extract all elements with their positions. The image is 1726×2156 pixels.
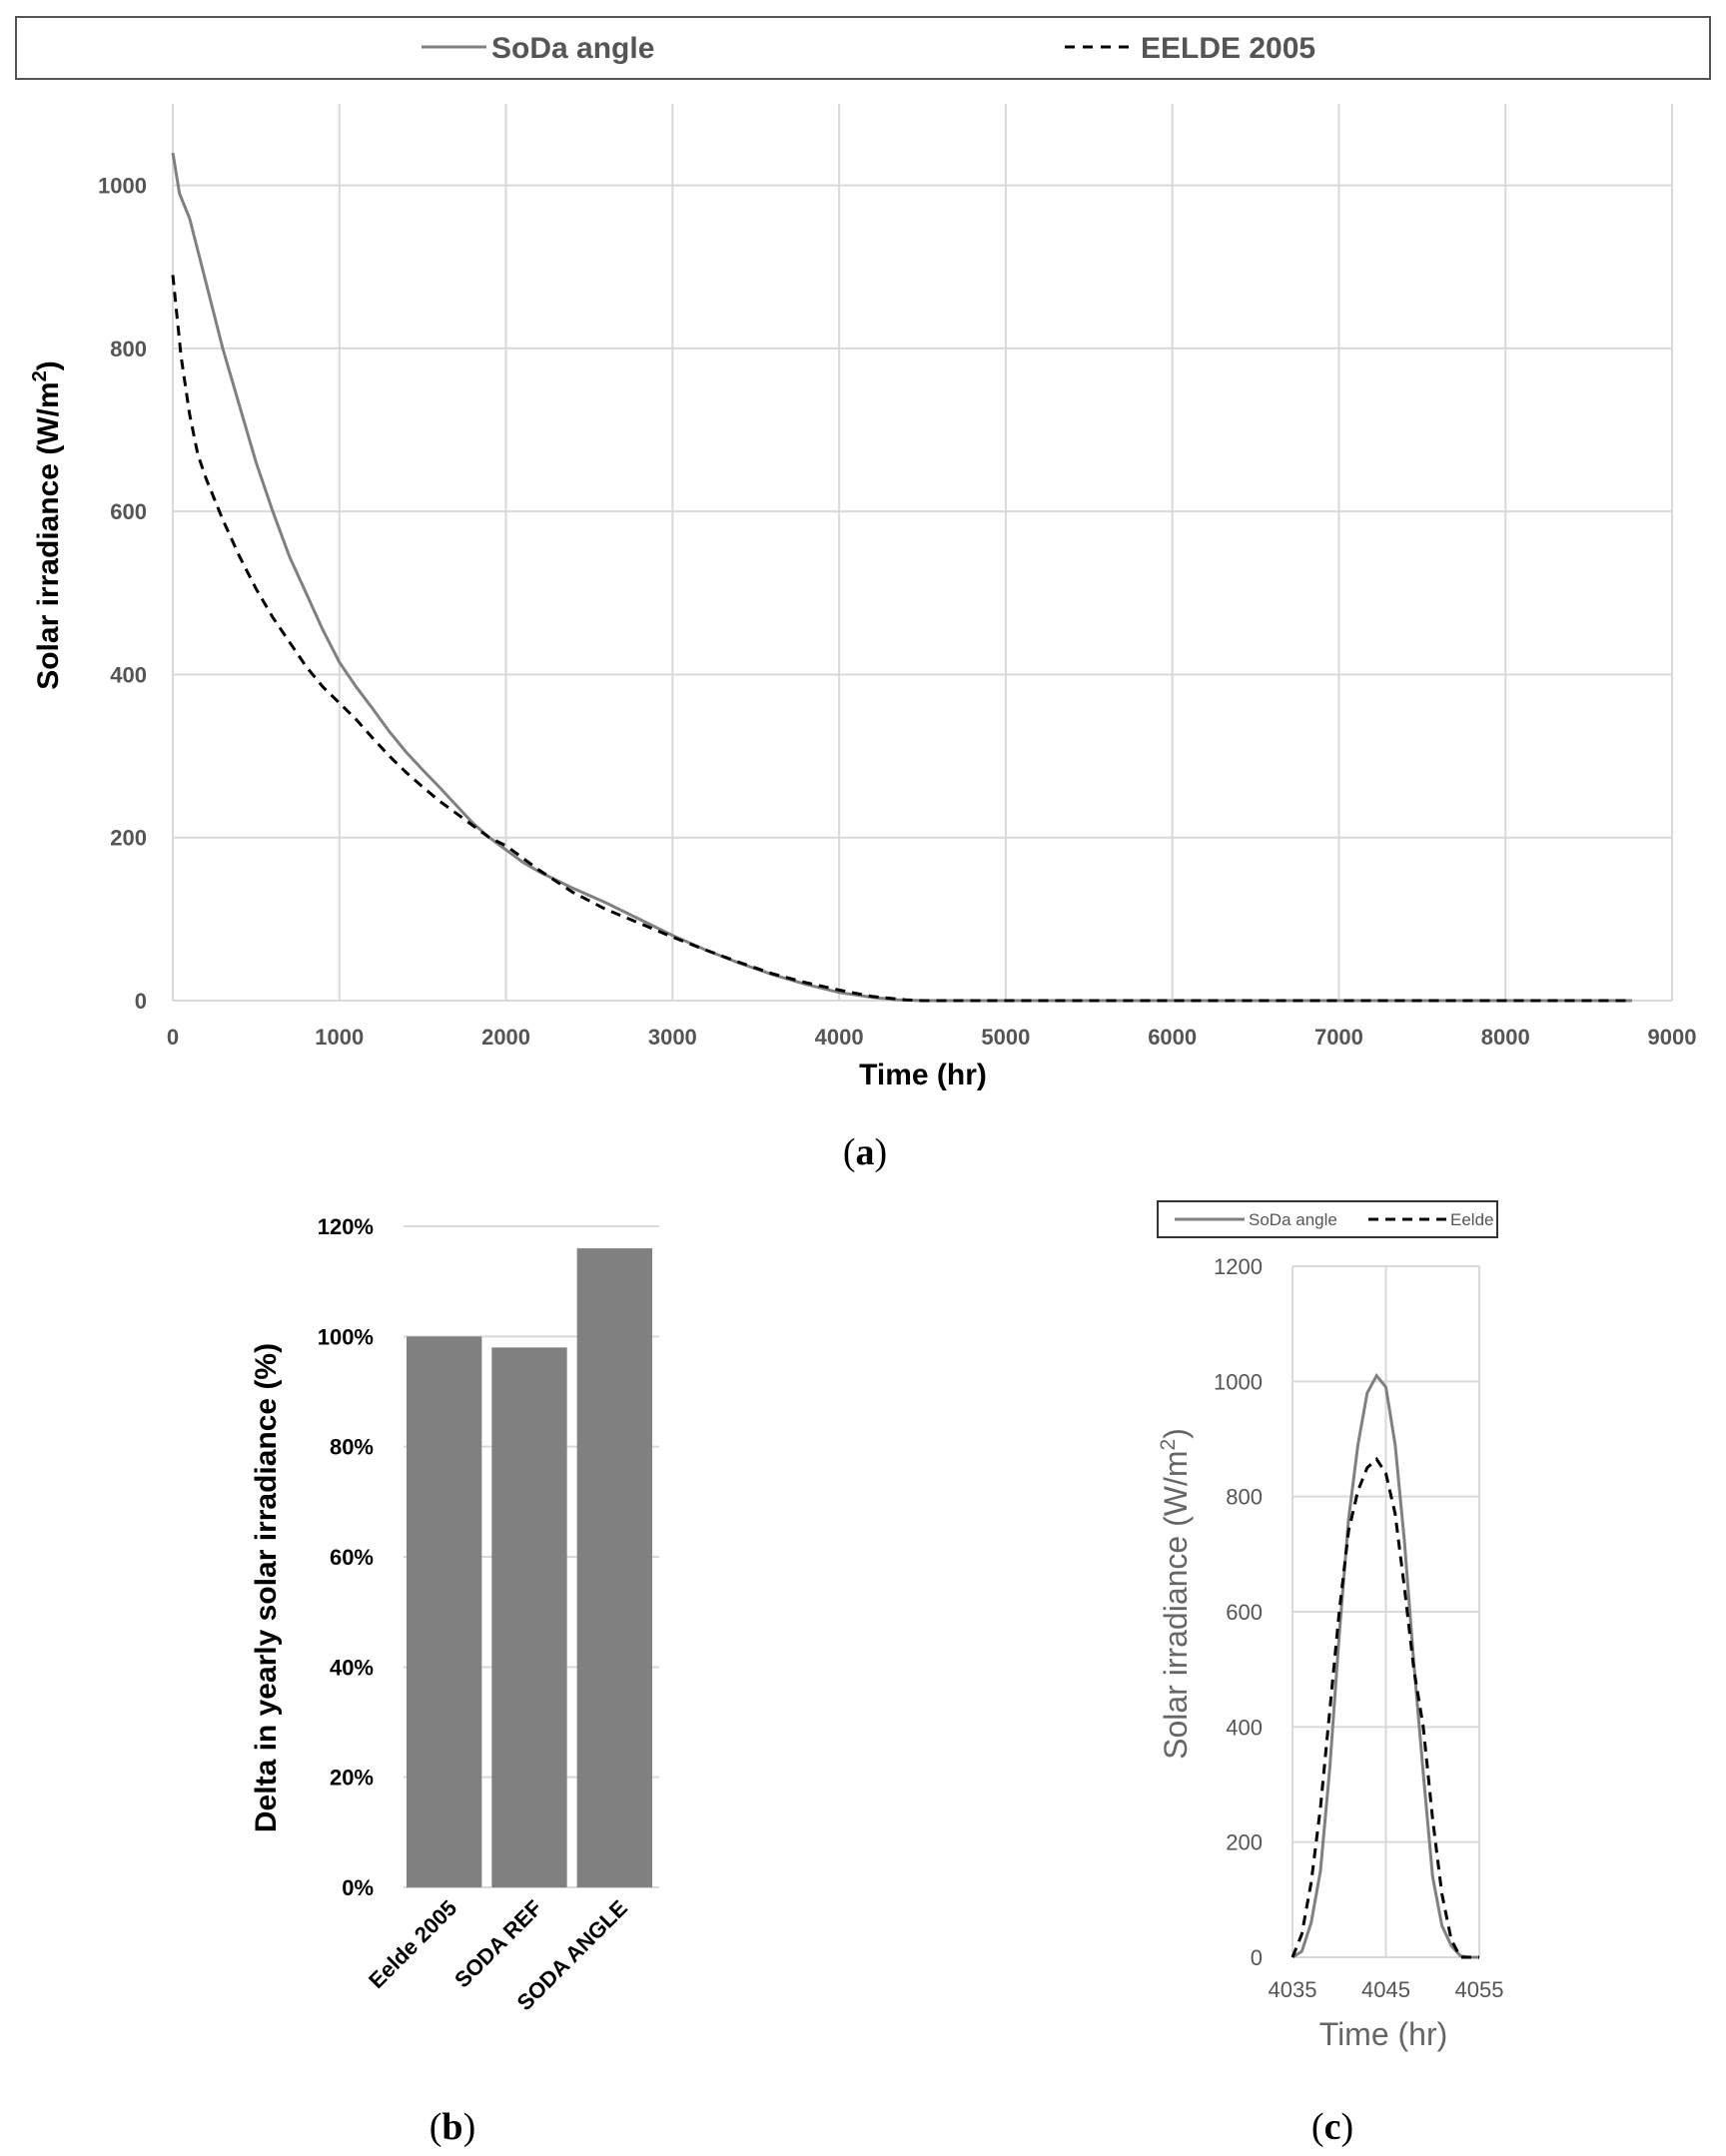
panel-a-chart: SoDa angle EELDE 2005 02004006008001000 …: [15, 16, 1711, 1173]
panel-b-y-tick-label: 60%: [330, 1545, 374, 1570]
panel-a-y-tick-label: 0: [135, 989, 147, 1014]
panel-b-y-tick-label: 100%: [318, 1324, 374, 1349]
panel-a-x-tick-label: 5000: [981, 1025, 1030, 1050]
panel-c-y-tick-label: 600: [1226, 1600, 1263, 1625]
panel-c-y-axis-title: Solar irradiance (W/m2): [1157, 1428, 1194, 1760]
panel-a-legend-label-eelde: EELDE 2005: [1141, 32, 1315, 65]
panel-a-x-tick-label: 1000: [315, 1025, 364, 1050]
panel-a-x-tick-label: 9000: [1648, 1025, 1697, 1050]
panel-b-bar: [407, 1336, 482, 1887]
panel-c-x-tick-label: 4055: [1455, 1977, 1504, 2002]
panel-a-y-tick-label: 400: [110, 662, 147, 687]
panel-b-y-tick-label: 0%: [342, 1875, 374, 1900]
panel-a-y-tick-label: 1000: [98, 174, 147, 199]
panel-c-y-tick-label: 800: [1226, 1485, 1263, 1510]
panel-a-legend-box: [15, 16, 1711, 80]
panel-c-series-line-eelde: [1291, 1456, 1479, 1959]
panel-a-legend-label-soda: SoDa angle: [491, 32, 654, 65]
panel-a-x-axis-title: Time (hr): [859, 1059, 987, 1091]
panel-b-y-tick-label: 20%: [330, 1766, 374, 1791]
panel-a-y-tick-label: 800: [110, 337, 147, 361]
panel-c-x-axis-title: Time (hr): [1319, 2016, 1448, 2052]
panel-c-legend-label-eelde: Eelde: [1450, 1210, 1493, 1229]
panel-a-y-tick-label: 600: [110, 499, 147, 524]
panel-c-y-tick-label: 1200: [1214, 1254, 1263, 1279]
panel-b-x-tick-label: Eelde 2005: [364, 1895, 461, 1993]
panel-b-y-axis-title: Delta in yearly solar irradiance (%): [250, 1343, 283, 1832]
panel-c-y-tick-label: 0: [1251, 1945, 1263, 1970]
panel-b-bar: [576, 1248, 652, 1887]
panel-a-series-line-eelde-2005: [171, 275, 1632, 1003]
panel-a-x-tick-label: 8000: [1481, 1025, 1530, 1050]
panel-c-y-tick-label: 400: [1226, 1715, 1263, 1740]
panel-b-bar: [491, 1347, 567, 1887]
panel-c-chart: SoDa angle Eelde 0 200 400 600 800 1000 1200 4…: [1157, 1200, 1504, 2148]
panel-b-y-tick-label: 120%: [318, 1214, 374, 1239]
panel-a-x-tick-label: 4000: [815, 1025, 864, 1050]
panel-c-y-tick-label: 1000: [1214, 1369, 1263, 1394]
panel-a-x-tick-label: 6000: [1148, 1025, 1197, 1050]
panel-c-x-tick-label: 4045: [1361, 1977, 1410, 2002]
panel-a-x-tick-label: 0: [167, 1025, 179, 1050]
panel-a-x-tick-label: 3000: [648, 1025, 697, 1050]
panel-a-series-line-soda-angle: [171, 152, 1632, 1003]
panel-b-caption: (b): [430, 2106, 475, 2148]
panel-c-caption: (c): [1311, 2106, 1353, 2148]
panel-c-legend-label-soda: SoDa angle: [1249, 1210, 1337, 1229]
panel-a-x-tick-label: 2000: [481, 1025, 530, 1050]
panel-a-y-axis-title: Solar irradiance (W/m2): [29, 360, 65, 690]
panel-c-y-tick-label: 200: [1226, 1830, 1263, 1855]
panel-a-x-tick-label: 7000: [1314, 1025, 1363, 1050]
panel-b-y-tick-label: 40%: [330, 1655, 374, 1680]
panel-b-y-tick-label: 80%: [330, 1435, 374, 1460]
panel-c-x-tick-label: 4035: [1269, 1977, 1317, 2002]
panel-a-y-tick-label: 200: [110, 826, 147, 851]
panel-c-series-line-soda-angle: [1292, 1372, 1479, 1959]
panel-a-caption: (a): [843, 1131, 887, 1173]
